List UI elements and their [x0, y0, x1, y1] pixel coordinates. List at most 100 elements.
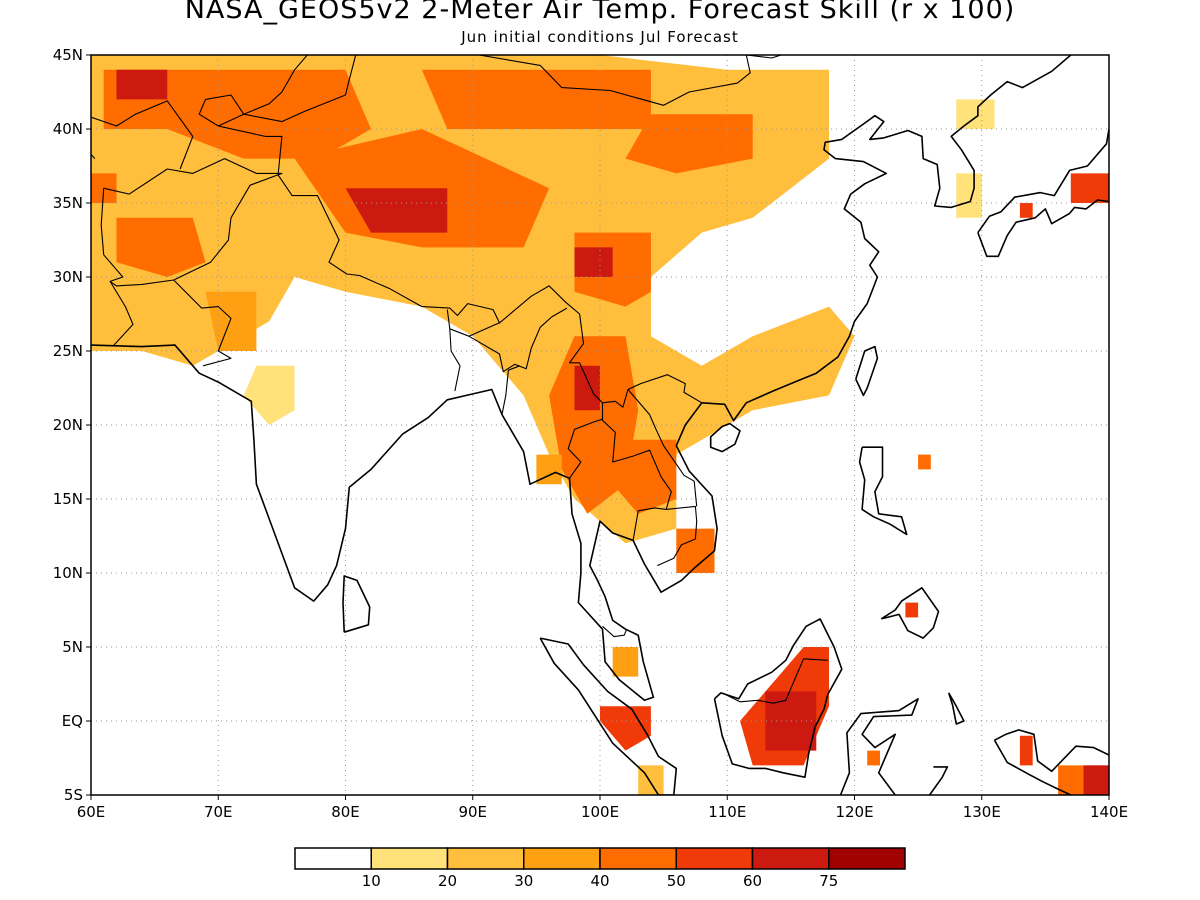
border-20 — [1108, 758, 1109, 759]
colorbar-label: 20 — [438, 872, 457, 890]
lon-tick-label: 110E — [708, 803, 746, 821]
border-11 — [449, 328, 461, 392]
lon-tick-label: 90E — [458, 803, 487, 821]
coastline-7 — [839, 697, 919, 795]
colorbar-label: 40 — [590, 872, 609, 890]
colorbar: 10 20 30 40 50 60 75 — [294, 847, 906, 890]
skill-region-6 — [625, 114, 753, 174]
colorbar-label: 10 — [362, 872, 381, 890]
coastline-9 — [880, 586, 940, 639]
border-0 — [100, 158, 283, 287]
skill-region-10 — [612, 439, 677, 514]
skill-region-4 — [103, 69, 371, 159]
coastline-4 — [539, 637, 678, 795]
border-16 — [632, 507, 667, 541]
skill-region-1 — [243, 365, 295, 425]
colorbar-swatch — [294, 847, 372, 870]
map-title: NASA_GEOS5v2 2-Meter Air Temp. Forecast … — [184, 0, 1016, 25]
colorbar-label: 60 — [743, 872, 762, 890]
skill-region-32 — [1019, 735, 1033, 766]
colorbar-label: 75 — [819, 872, 838, 890]
lon-tick-label: 140E — [1090, 803, 1128, 821]
border-8 — [409, 55, 410, 56]
lon-tick-label: 100E — [581, 803, 619, 821]
coastlines — [91, 55, 1109, 795]
colorbar-swatch — [828, 847, 906, 870]
lat-tick-label: 5S — [64, 786, 83, 804]
skill-region-0 — [91, 55, 855, 544]
lat-tick-label: 5N — [62, 638, 83, 656]
coastline-3 — [342, 575, 371, 633]
lat-tick-label: 40N — [53, 120, 83, 138]
skill-fill-layer — [91, 55, 1109, 795]
coastline-13 — [993, 739, 1072, 795]
skill-region-19 — [536, 454, 562, 485]
skill-region-9 — [549, 336, 639, 514]
border-13 — [501, 365, 520, 415]
coastline-11 — [977, 199, 1109, 258]
skill-region-15 — [574, 365, 600, 411]
lat-tick-label: EQ — [62, 712, 83, 730]
skill-region-11 — [116, 217, 206, 277]
coastline-6 — [713, 618, 843, 779]
border-1 — [109, 281, 134, 346]
coastline-2 — [855, 345, 879, 397]
border-2 — [173, 279, 232, 367]
skill-region-30 — [905, 602, 919, 618]
country-borders — [91, 55, 1109, 759]
lon-tick-label: 130E — [963, 803, 1001, 821]
border-12 — [468, 307, 568, 373]
colorbar-swatch — [599, 847, 677, 870]
skill-region-26 — [1083, 765, 1109, 795]
lon-tick-label: 80E — [331, 803, 360, 821]
lat-tick-label: 35N — [53, 194, 83, 212]
lat-tick-label: 25N — [53, 342, 83, 360]
border-7 — [198, 55, 308, 127]
lon-tick-label: 60E — [77, 803, 106, 821]
border-4 — [217, 55, 359, 175]
colorbar-swatch — [675, 847, 754, 870]
coastline-5 — [663, 794, 665, 795]
lat-tick-label: 20N — [53, 416, 83, 434]
coastline-8 — [858, 446, 908, 536]
skill-region-23 — [612, 647, 639, 677]
colorbar-swatch — [523, 847, 601, 870]
map-subtitle: Jun initial conditions Jul Forecast — [461, 28, 739, 46]
colorbar-label: 50 — [667, 872, 686, 890]
coastline-12 — [994, 729, 1109, 773]
coastline-14 — [928, 766, 949, 795]
lat-tick-label: 15N — [53, 490, 83, 508]
lat-tick-label: 30N — [53, 268, 83, 286]
skill-region-27 — [1070, 173, 1109, 203]
colorbar-swatch — [370, 847, 449, 870]
colorbar-swatch — [446, 847, 525, 870]
border-17 — [627, 389, 698, 507]
skill-region-2 — [956, 99, 995, 129]
skill-region-14 — [345, 188, 448, 233]
skill-region-22 — [600, 706, 651, 751]
skill-region-3 — [956, 173, 982, 218]
border-14 — [567, 402, 604, 479]
border-5 — [91, 100, 194, 170]
skill-region-16 — [574, 247, 613, 277]
skill-region-17 — [116, 69, 168, 100]
axes: 60E 70E 80E 90E 100E 110E 120E 130E 140E 45N 40N 35… — [53, 46, 1128, 821]
coastline-1 — [709, 422, 741, 453]
skill-region-18 — [676, 528, 715, 573]
lat-tick-label: 10N — [53, 564, 83, 582]
coastline-10 — [977, 128, 1109, 234]
skill-region-21 — [765, 691, 817, 751]
lat-tick-label: 45N — [53, 46, 83, 64]
lon-tick-label: 70E — [204, 803, 233, 821]
border-15 — [600, 418, 698, 567]
colorbar-swatch — [751, 847, 830, 870]
border-9 — [479, 55, 783, 106]
skill-region-29 — [918, 454, 931, 470]
colorbar-label: 30 — [514, 872, 533, 890]
skill-region-5 — [421, 69, 651, 129]
skill-region-28 — [1019, 203, 1033, 218]
skill-region-31 — [867, 750, 880, 766]
border-19 — [721, 658, 828, 704]
coastline-0 — [91, 55, 1072, 702]
